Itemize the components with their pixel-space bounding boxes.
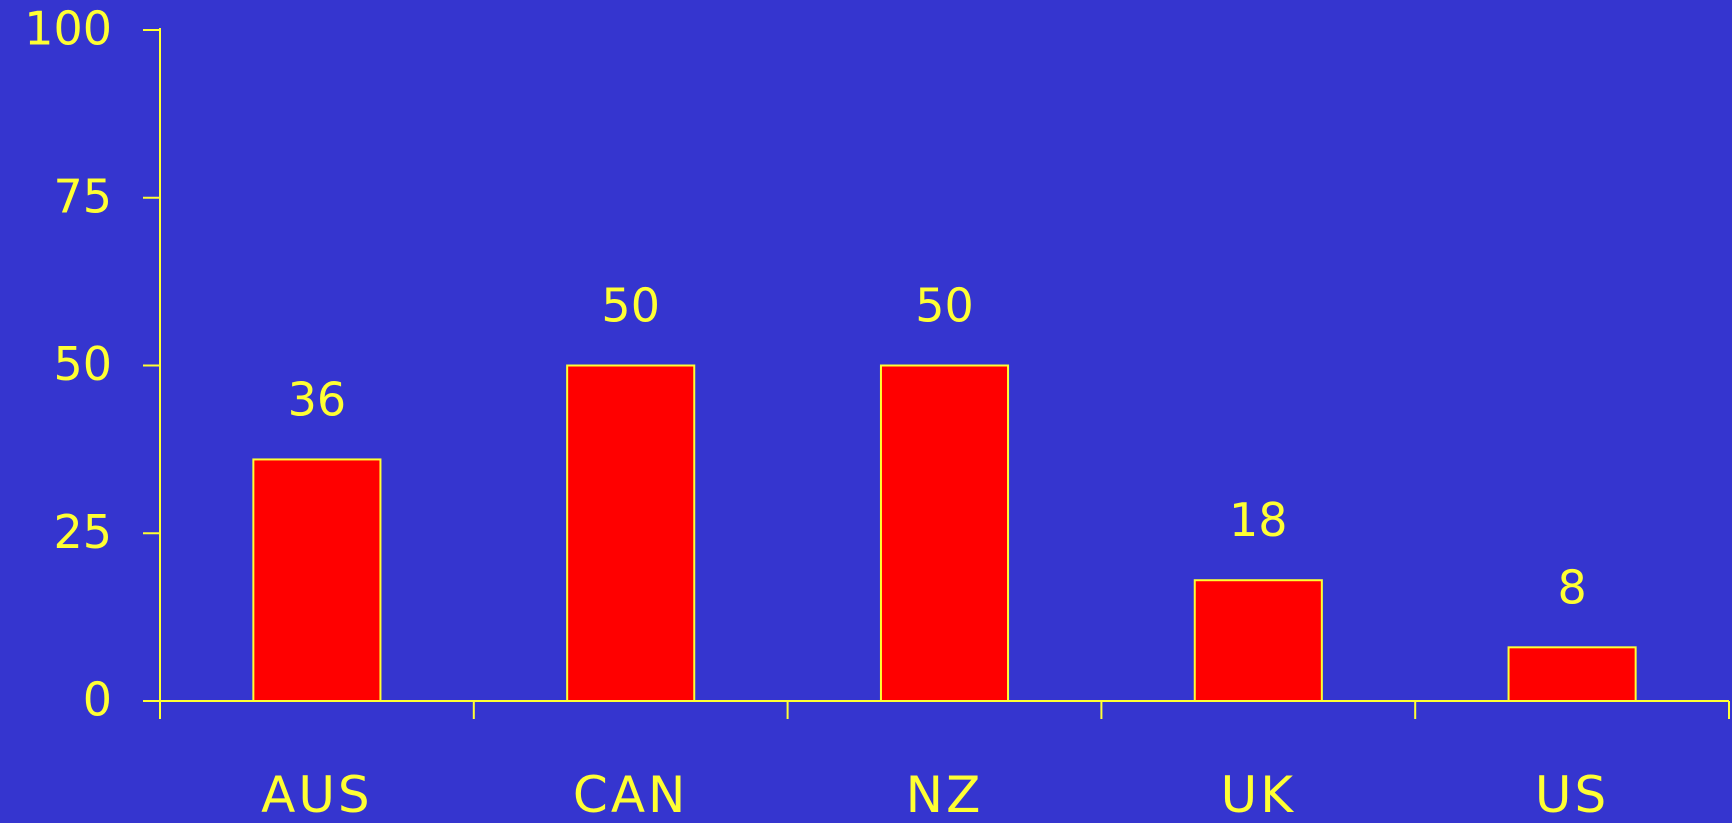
bars xyxy=(252,364,1637,703)
bar-value-label: 36 xyxy=(288,372,347,426)
x-category-label: UK xyxy=(1221,766,1296,818)
x-category-label: NZ xyxy=(906,766,984,818)
bar-nz xyxy=(879,364,1010,702)
y-tick-label: 75 xyxy=(53,169,112,223)
x-category-label: CAN xyxy=(573,766,689,818)
y-tick-label: 0 xyxy=(83,673,112,727)
bar-us xyxy=(1507,646,1637,703)
bar-value-label: 18 xyxy=(1229,493,1288,547)
y-axis: 0 25 50 75 100 xyxy=(24,2,161,727)
bar-can xyxy=(566,364,696,702)
x-category-label: US xyxy=(1535,766,1609,818)
y-tick-label: 50 xyxy=(53,337,112,391)
bar-value-label: 50 xyxy=(915,279,974,333)
x-axis: AUS CAN NZ UK US xyxy=(159,700,1730,823)
y-tick-label: 25 xyxy=(53,505,112,559)
bar-aus xyxy=(252,458,382,702)
y-tick-label: 100 xyxy=(24,2,112,56)
x-category-label: AUS xyxy=(261,766,373,818)
data-labels: 36 50 50 18 8 xyxy=(288,279,1587,615)
bar-value-label: 8 xyxy=(1557,560,1586,614)
bar-uk xyxy=(1193,579,1323,702)
bar-value-label: 50 xyxy=(601,279,660,333)
